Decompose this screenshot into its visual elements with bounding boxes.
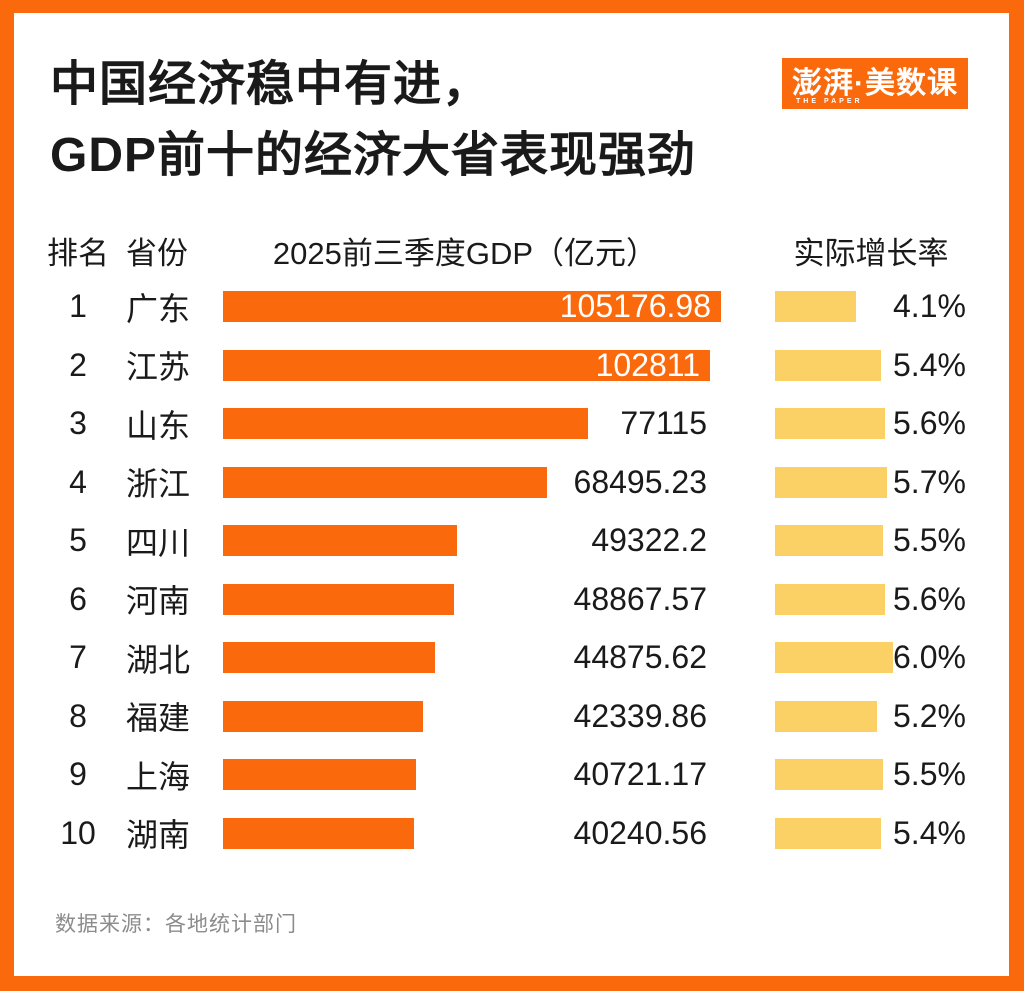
growth-rate-label: 5.6% [893,580,966,617]
growth-rate-label: 5.5% [893,522,966,558]
province-cell: 江苏 [126,349,191,385]
data-source-note: 数据来源：各地统计部门 [55,913,297,936]
table-row: 7 湖北 44875.62 6.0% [14,639,1010,678]
gdp-value-label: 68495.23 [573,463,707,500]
rank-cell: 4 [69,463,87,500]
gdp-bar [223,466,547,498]
growth-rate-bar [775,700,877,732]
province-cell: 四川 [126,524,191,561]
rank-cell: 2 [69,346,87,383]
table-row: 4 浙江 68495.23 5.7% [14,463,1010,503]
table-row: 2 江苏 102811 5.4% [14,346,1010,386]
gdp-value-label: 40240.56 [573,814,707,851]
table-row: 5 四川 49322.2 5.5% [14,522,1010,561]
rank-cell: 10 [60,814,96,851]
rank-cell: 9 [69,756,87,792]
gdp-bar [223,700,423,732]
gdp-value-label: 49322.2 [591,522,707,558]
gdp-value-label: 105176.98 [559,288,711,324]
province-cell: 湖北 [126,641,191,678]
gdp-bar [223,291,721,322]
province-cell: 河南 [126,583,191,619]
gdp-bar [223,817,414,849]
table-row: 1 广东 105176.98 4.1% [14,288,1010,327]
rank-cell: 1 [69,288,87,324]
column-header-gdp: 2025前三季度GDP（亿元） [272,235,658,271]
gdp-value-label: 44875.62 [573,639,707,675]
table-row: 9 上海 40721.17 5.5% [14,756,1010,795]
growth-rate-label: 5.4% [893,346,966,383]
column-header-rank: 排名 [47,235,109,271]
growth-rate-label: 5.7% [893,463,966,500]
province-cell: 浙江 [126,466,191,502]
growth-rate-label: 4.1% [893,288,966,324]
province-cell: 广东 [126,290,191,327]
table-row: 8 福建 42339.86 5.2% [14,697,1010,737]
province-cell: 山东 [126,407,191,444]
growth-rate-label: 5.2% [893,697,966,734]
gdp-bar [223,349,710,381]
rank-cell: 6 [69,580,87,617]
province-cell: 湖南 [126,817,191,853]
table-row: 6 河南 48867.57 5.6% [14,580,1010,620]
province-cell: 福建 [126,700,191,736]
gdp-value-label: 48867.57 [573,580,707,617]
gdp-bar [223,759,416,790]
rank-cell: 3 [69,405,87,441]
growth-rate-bar [775,349,881,381]
growth-rate-bar [775,642,893,673]
gdp-value-label: 40721.17 [573,756,707,792]
growth-rate-bar [775,291,856,322]
growth-rate-bar [775,817,881,849]
chart-rows: 1 广东 105176.98 4.1% 2 江苏 102811 5.4% 3 山东 77115 5.6… [14,13,1010,976]
rank-cell: 5 [69,522,87,558]
growth-rate-label: 5.5% [893,756,966,792]
table-row: 3 山东 77115 5.6% [14,405,1010,444]
growth-rate-label: 6.0% [893,639,966,675]
gdp-bar [223,583,454,615]
column-header-province: 省份 [126,235,188,271]
rank-cell: 7 [69,639,87,675]
growth-rate-bar [775,408,885,439]
gdp-bar [223,642,435,673]
province-cell: 上海 [126,758,191,795]
gdp-bar [223,525,457,556]
gdp-value-label: 77115 [620,405,707,441]
table-row: 10 湖南 40240.56 5.4% [14,814,1010,854]
publisher-logo-subtext: THE PAPER [796,98,863,105]
growth-rate-bar [775,759,883,790]
growth-rate-label: 5.4% [893,814,966,851]
publisher-logo-text: 澎湃·美数课 [792,66,958,100]
gdp-bar [223,408,588,439]
growth-rate-bar [775,466,887,498]
gdp-value-label: 102811 [595,346,700,383]
gdp-value-label: 42339.86 [573,697,707,734]
title-line-1: 中国经济稳中有进， [50,58,492,111]
page-title: 中国经济稳中有进， GDP前十的经济大省表现强劲 [50,49,696,191]
growth-rate-bar [775,583,885,615]
growth-rate-label: 5.6% [893,405,966,441]
publisher-logo: 澎湃·美数课 THE PAPER [782,58,968,109]
rank-cell: 8 [69,697,87,734]
column-header-growth: 实际增长率 [793,235,949,271]
growth-rate-bar [775,525,883,556]
content-card: 中国经济稳中有进， GDP前十的经济大省表现强劲 澎湃·美数课 THE PAPE… [14,13,1009,976]
title-line-2: GDP前十的经济大省表现强劲 [50,129,697,182]
